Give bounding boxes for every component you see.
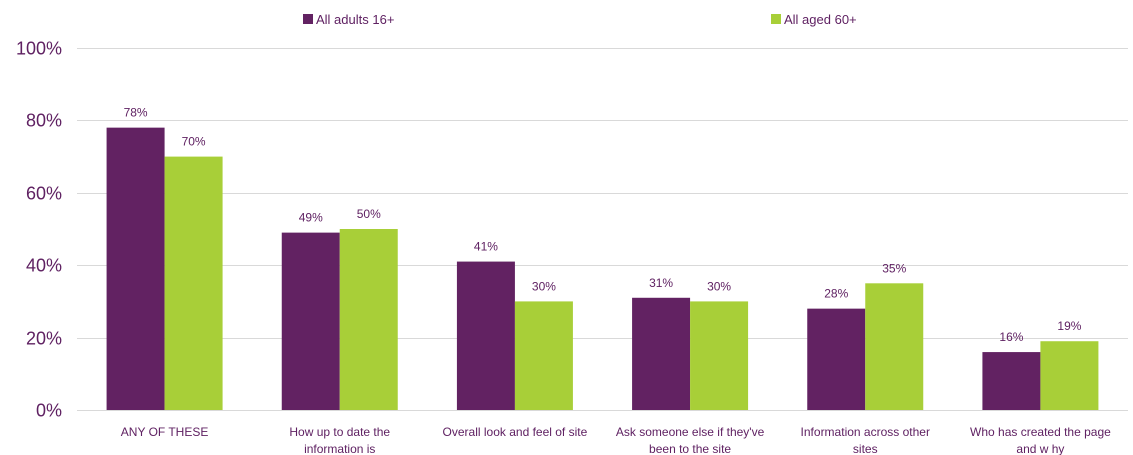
data-label: 49% [299,211,323,225]
data-label: 16% [999,330,1023,344]
bar-aged-60-2 [514,301,573,410]
legend-swatch [771,14,781,24]
data-label: 50% [357,207,381,221]
x-axis-category-labels: ANY OF THESE How up to date the informatio… [121,425,1111,455]
y-axis-tick-labels: 0% 20% 40% 60% 80% 100% [16,39,62,421]
bar-all-adults-3 [632,297,691,410]
x-category-label-line: sites [853,442,878,455]
data-label: 31% [649,276,673,290]
x-category-label-line: been to the site [649,442,731,455]
legend: All adults 16+ All aged 60+ [303,12,857,27]
y-tick-label: 100% [16,39,62,59]
y-tick-label: 0% [36,401,62,421]
x-category-label-line: Information across other [801,425,930,439]
y-tick-label: 20% [26,329,62,349]
data-label: 30% [707,279,731,293]
bars [106,127,1099,410]
bar-aged-60-5 [1040,341,1099,410]
x-category-label-line: information is [304,442,375,455]
legend-label: All adults 16+ [316,12,394,27]
data-label: 78% [124,106,148,120]
y-tick-label: 40% [26,256,62,276]
x-category-label-line: How up to date the [289,425,390,439]
bar-aged-60-3 [690,301,749,410]
bar-all-adults-2 [456,261,515,410]
bar-all-adults-0 [106,127,165,410]
data-label: 30% [532,279,556,293]
gridlines [77,48,1128,411]
data-label: 70% [182,135,206,149]
y-tick-label: 80% [26,111,62,131]
x-category-label: Overall look and feel of site [443,425,588,439]
x-category-label: Information across other sites [801,425,930,455]
x-category-label: Ask someone else if they've been to the s… [616,425,765,455]
bar-aged-60-1 [339,229,398,410]
bar-all-adults-1 [281,232,340,410]
x-category-label: Who has created the page and w hy [970,425,1111,455]
x-category-label: How up to date the information is [289,425,390,455]
x-category-label-line: and w hy [1016,442,1064,455]
x-category-label-line: Ask someone else if they've [616,425,765,439]
x-category-label: ANY OF THESE [121,425,209,439]
legend-label: All aged 60+ [784,12,857,27]
x-category-label-line: Overall look and feel of site [443,425,588,439]
data-labels: 78% 70% 49% 50% 41% 30% 31% 30% 28% 35% 16% 19% [124,106,1082,344]
x-category-label-line: Who has created the page [970,425,1111,439]
bar-aged-60-4 [865,283,924,410]
bar-all-adults-5 [982,352,1041,410]
data-label: 28% [824,287,848,301]
data-label: 41% [474,240,498,254]
y-tick-label: 60% [26,184,62,204]
legend-swatch [303,14,313,24]
bar-aged-60-0 [164,156,223,410]
bar-all-adults-4 [807,308,866,410]
x-category-label-line: ANY OF THESE [121,425,209,439]
data-label: 19% [1057,319,1081,333]
data-label: 35% [882,261,906,275]
